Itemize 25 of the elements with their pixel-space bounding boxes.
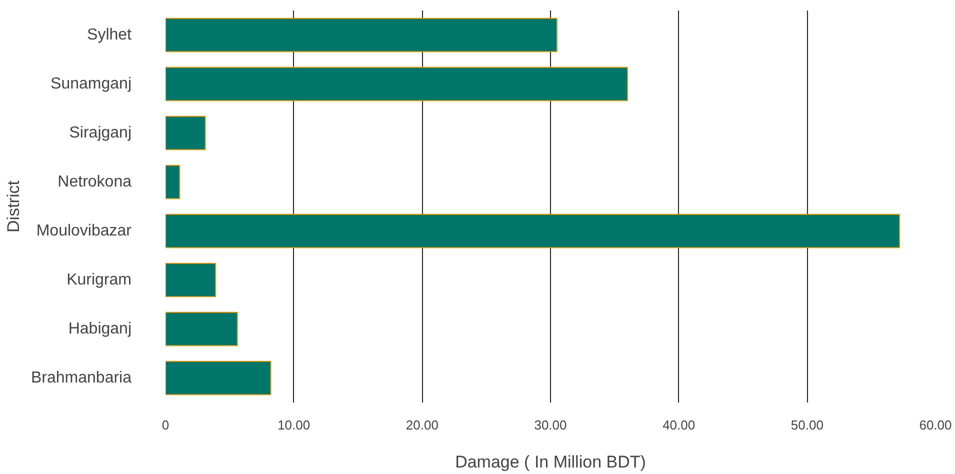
y-tick-label: Kurigram	[66, 272, 132, 288]
y-tick-label: Habiganj	[68, 320, 132, 338]
x-tick-label: 40.00	[662, 418, 696, 432]
y-tick-label: Brahmanbaria	[31, 370, 132, 386]
y-tick-label: Moulovibazar	[36, 222, 132, 240]
x-tick-label: 30.00	[534, 418, 567, 432]
x-tick-label: 50.00	[790, 418, 824, 432]
bar	[166, 312, 238, 346]
x-tick-label: 60.00	[919, 418, 952, 432]
y-tick-label: Sirajganj	[69, 124, 132, 142]
bar	[166, 116, 206, 150]
x-tick-label: 20.00	[406, 418, 438, 432]
bar	[166, 66, 628, 102]
bar	[166, 18, 558, 52]
x-tick-label: 0	[162, 418, 170, 432]
bar	[166, 262, 216, 298]
y-tick-label: Sunamganj	[50, 76, 132, 92]
y-tick-label: Sylhet	[87, 26, 132, 44]
x-axis-title: Damage ( In Million BDT)	[455, 452, 646, 472]
x-tick-label: 10.00	[278, 418, 310, 432]
bar	[166, 360, 272, 396]
y-axis-title: District	[4, 180, 23, 232]
bar	[166, 214, 900, 248]
bar	[166, 164, 180, 200]
y-tick-label: Netrokona	[58, 174, 132, 190]
